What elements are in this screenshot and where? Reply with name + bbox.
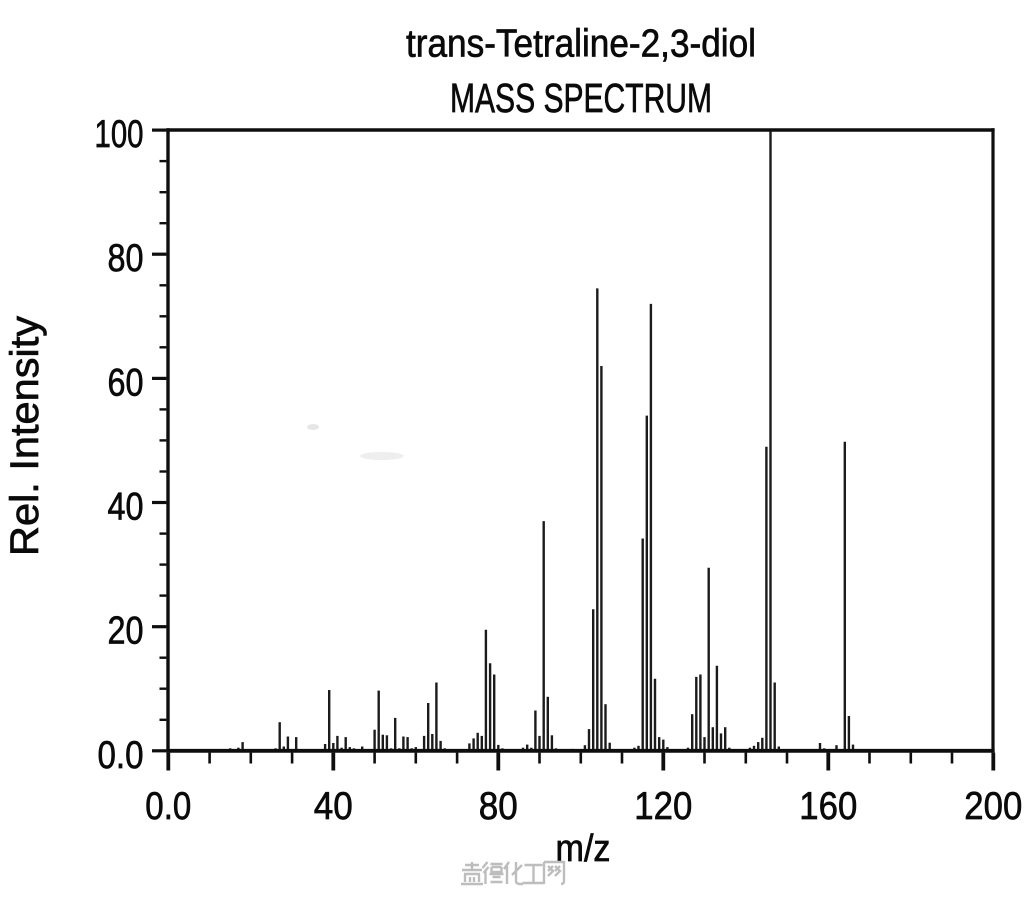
svg-text:120: 120 — [634, 785, 692, 828]
svg-text:60: 60 — [108, 361, 144, 404]
svg-text:trans-Tetraline-2,3-diol: trans-Tetraline-2,3-diol — [406, 23, 756, 66]
svg-text:40: 40 — [108, 486, 144, 529]
svg-text:100: 100 — [95, 113, 144, 156]
svg-text:200: 200 — [964, 785, 1022, 828]
svg-text:40: 40 — [314, 785, 353, 828]
svg-text:20: 20 — [108, 610, 144, 653]
svg-text:80: 80 — [479, 785, 518, 828]
svg-text:Rel. Intensity: Rel. Intensity — [3, 316, 47, 556]
svg-text:160: 160 — [799, 785, 857, 828]
svg-text:0.0: 0.0 — [145, 785, 191, 828]
svg-text:0.0: 0.0 — [98, 734, 144, 777]
svg-text:MASS SPECTRUM: MASS SPECTRUM — [450, 75, 712, 121]
svg-text:80: 80 — [108, 237, 144, 280]
